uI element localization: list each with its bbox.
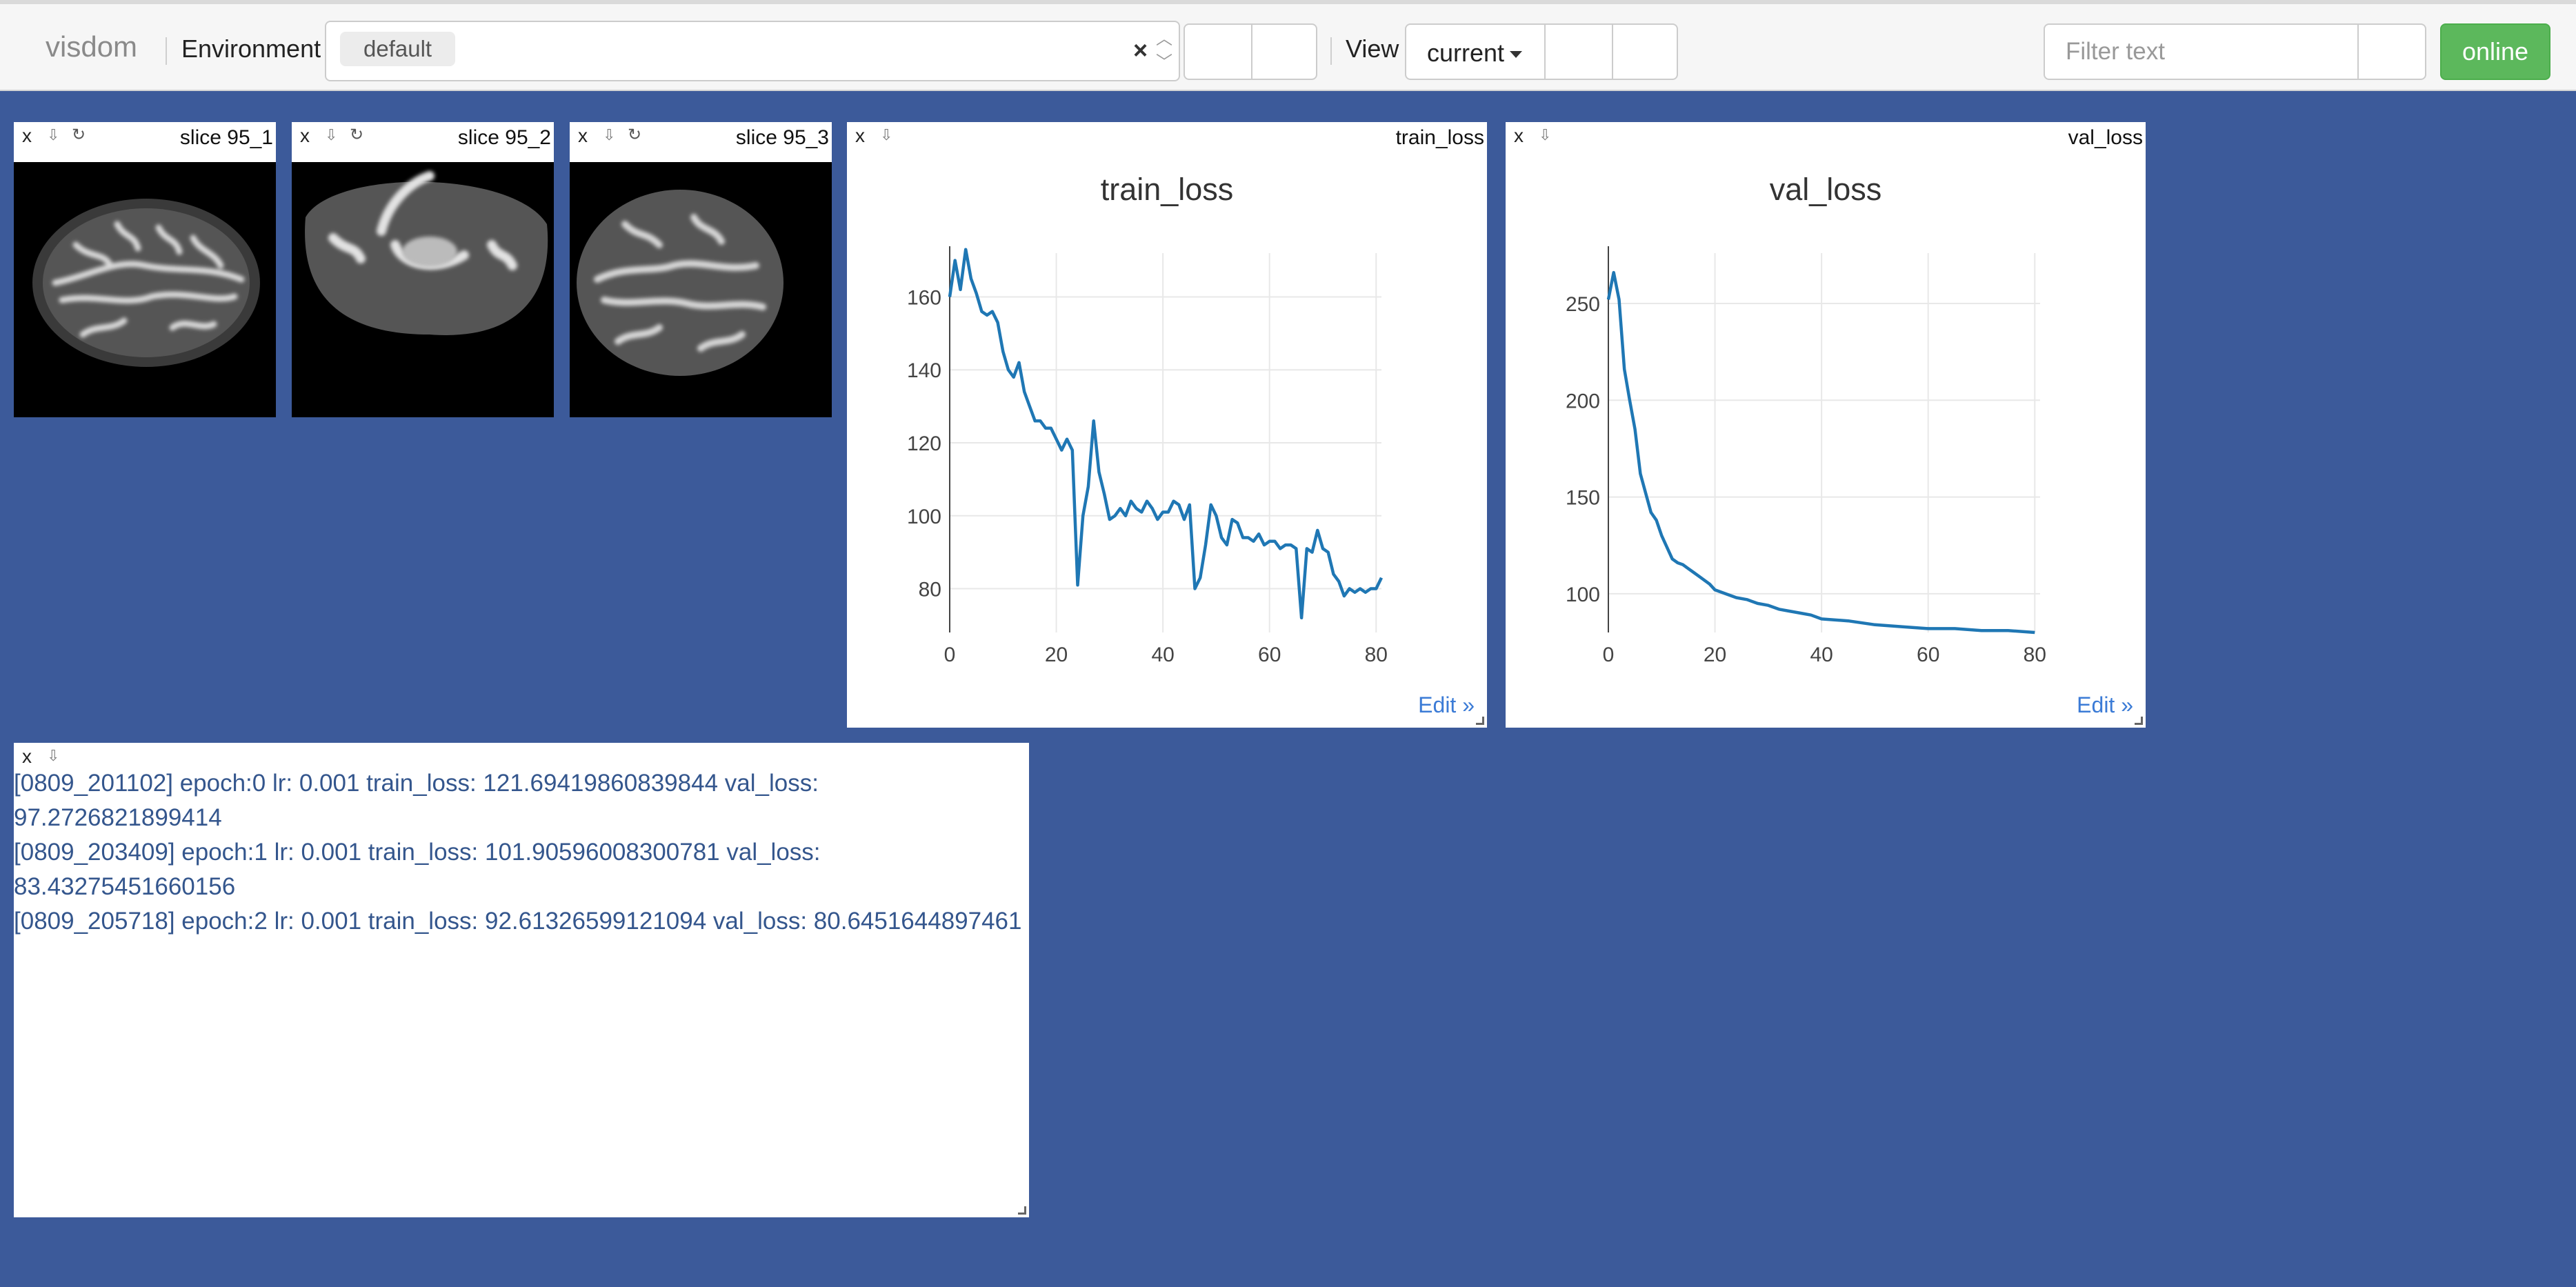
caret-down-icon (1510, 51, 1523, 59)
environment-tag-default[interactable]: default (340, 32, 456, 66)
view-action-button-2[interactable] (1612, 23, 1678, 80)
view-action-button-1[interactable] (1544, 23, 1613, 80)
close-pane-icon[interactable]: x (578, 125, 588, 146)
env-action-button-2[interactable] (1251, 23, 1317, 80)
filter-action-button[interactable] (2357, 23, 2426, 80)
x-tick-label: 60 (1917, 644, 1939, 666)
brain-slice-image (14, 162, 276, 417)
brain-slice-image (292, 162, 554, 417)
y-tick-label: 100 (907, 506, 941, 528)
x-tick-label: 40 (1151, 644, 1174, 666)
pane-title: slice 95_3 (735, 126, 829, 149)
pane-title: train_loss (1395, 126, 1484, 149)
y-tick-label: 140 (907, 359, 941, 382)
log-line: [0809_205718] epoch:2 lr: 0.001 train_lo… (14, 908, 1022, 935)
download-icon[interactable]: ⇩ (1539, 126, 1552, 143)
filter-input[interactable] (2044, 23, 2359, 80)
resize-handle-icon[interactable] (2135, 717, 2143, 725)
x-tick-label: 20 (1704, 644, 1726, 666)
series-line (948, 248, 1384, 620)
x-tick-label: 0 (944, 644, 956, 666)
log-text: [0809_201102] epoch:0 lr: 0.001 train_lo… (14, 766, 1029, 939)
download-icon[interactable]: ⇩ (47, 747, 60, 764)
divider (166, 37, 167, 65)
log-line: 83.43275451660156 (14, 873, 236, 900)
train-loss-pane[interactable]: x ⇩ train_loss train_loss 80 100 120 140 160… (847, 122, 1487, 728)
y-tick-label: 250 (1566, 293, 1600, 316)
y-tick-label: 100 (1566, 583, 1600, 606)
x-tick-label: 60 (1258, 644, 1281, 666)
pane-header: x ⇩ ↻ slice 95_1 (14, 122, 276, 162)
x-tick-label: 40 (1810, 644, 1833, 666)
pane-title: val_loss (2068, 126, 2143, 149)
edit-link[interactable]: Edit » (1418, 692, 1475, 717)
log-line: [0809_201102] epoch:0 lr: 0.001 train_lo… (14, 770, 819, 797)
view-select[interactable]: current (1405, 23, 1546, 80)
close-pane-icon[interactable]: x (1514, 125, 1524, 146)
y-tick-label: 150 (1566, 487, 1600, 510)
reset-icon[interactable]: ↻ (72, 126, 86, 144)
val-loss-chart[interactable]: 100 150 200 250 0 20 40 60 80 (1506, 122, 2146, 728)
val-loss-pane[interactable]: x ⇩ val_loss val_loss 100 150 200 250 0 20 40 6… (1506, 122, 2146, 728)
close-pane-icon[interactable]: x (22, 125, 32, 146)
reset-icon[interactable]: ↻ (350, 126, 364, 144)
environment-select[interactable]: default × ︿ ﹀ (325, 21, 1180, 81)
x-tick-label: 20 (1045, 644, 1068, 666)
log-line: [0809_203409] epoch:1 lr: 0.001 train_lo… (14, 839, 821, 866)
image-pane[interactable]: x ⇩ ↻ slice 95_1 (14, 122, 276, 417)
y-tick-label: 200 (1566, 390, 1600, 412)
chart-title: train_loss (1100, 172, 1234, 207)
download-icon[interactable]: ⇩ (603, 126, 616, 143)
close-pane-icon[interactable]: x (22, 746, 32, 767)
chart-title: val_loss (1769, 172, 1882, 207)
pane-title: slice 95_2 (457, 126, 551, 149)
brain-slice-image (570, 162, 832, 417)
close-pane-icon[interactable]: x (855, 125, 865, 146)
series-line (1606, 270, 2035, 635)
y-tick-label: 80 (919, 579, 941, 601)
clear-environment-icon[interactable]: × (1133, 36, 1148, 64)
environment-stepper-icon[interactable]: ︿ ﹀ (1156, 30, 1172, 72)
image-pane[interactable]: x ⇩ ↻ slice 95_3 (570, 122, 832, 417)
log-line: 97.2726821899414 (14, 804, 222, 831)
edit-link[interactable]: Edit » (2077, 692, 2133, 717)
brand-logo[interactable]: visdom (46, 30, 138, 63)
download-icon[interactable]: ⇩ (880, 126, 893, 143)
top-navbar: visdom Environment default × ︿ ﹀ View cur… (0, 0, 2576, 91)
pane-header: x ⇩ ↻ slice 95_3 (570, 122, 832, 162)
reset-icon[interactable]: ↻ (628, 126, 642, 144)
x-tick-label: 0 (1603, 644, 1615, 666)
download-icon[interactable]: ⇩ (325, 126, 338, 143)
pane-header: x ⇩ (14, 743, 1029, 783)
view-label: View (1346, 34, 1399, 63)
y-tick-label: 120 (907, 432, 941, 455)
online-status-button[interactable]: online (2440, 23, 2550, 80)
view-select-value: current (1427, 39, 1505, 67)
pane-header: x ⇩ train_loss (847, 122, 1487, 162)
text-log-pane[interactable]: x ⇩ [0809_201102] epoch:0 lr: 0.001 trai… (14, 743, 1029, 1217)
environment-label: Environment (181, 34, 321, 63)
close-pane-icon[interactable]: x (300, 125, 310, 146)
pane-title: slice 95_1 (179, 126, 273, 149)
image-pane[interactable]: x ⇩ ↻ slice 95_2 (292, 122, 554, 417)
train-loss-chart[interactable]: 80 100 120 140 160 0 20 40 60 80 (847, 122, 1487, 728)
divider (1330, 37, 1332, 65)
download-icon[interactable]: ⇩ (47, 126, 60, 143)
env-action-button-1[interactable] (1184, 23, 1252, 80)
x-tick-label: 80 (2024, 644, 2046, 666)
x-tick-label: 80 (1365, 644, 1388, 666)
y-tick-label: 160 (907, 286, 941, 309)
pane-header: x ⇩ val_loss (1506, 122, 2146, 162)
resize-handle-icon[interactable] (1018, 1206, 1026, 1215)
resize-handle-icon[interactable] (1476, 717, 1484, 725)
pane-header: x ⇩ ↻ slice 95_2 (292, 122, 554, 162)
